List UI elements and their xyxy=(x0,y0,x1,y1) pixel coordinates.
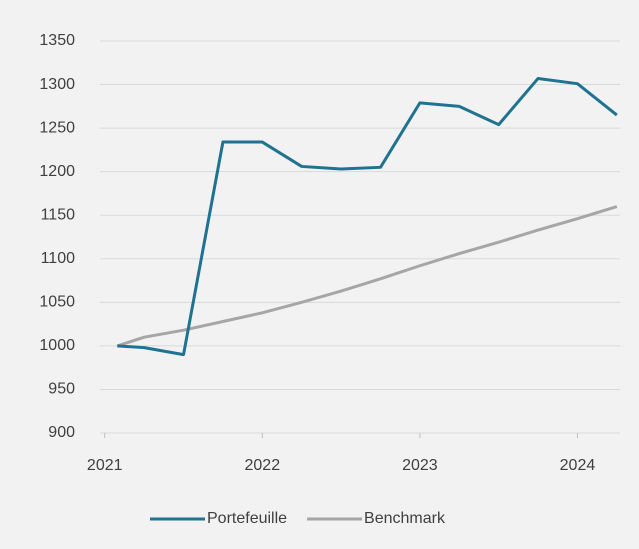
x-tick-label: 2023 xyxy=(402,457,438,474)
legend-label: Benchmark xyxy=(364,510,446,527)
y-tick-label: 1050 xyxy=(39,294,75,311)
x-tick-label: 2024 xyxy=(560,457,596,474)
line xyxy=(116,205,618,348)
y-tick-label: 1100 xyxy=(41,250,76,267)
legend-label: Portefeuille xyxy=(207,510,287,527)
y-tick-label: 1300 xyxy=(39,76,75,93)
y-tick-label: 1150 xyxy=(41,206,76,223)
y-tick-label: 1200 xyxy=(39,163,75,180)
y-tick-label: 1250 xyxy=(39,119,75,136)
x-tick-label: 2022 xyxy=(245,457,281,474)
x-tick-label: 2021 xyxy=(87,457,123,474)
y-tick-label: 950 xyxy=(48,381,75,398)
y-tick-label: 1000 xyxy=(39,337,75,354)
y-tick-label: 900 xyxy=(48,424,75,441)
line xyxy=(117,76,618,357)
y-tick-label: 1350 xyxy=(39,32,75,49)
